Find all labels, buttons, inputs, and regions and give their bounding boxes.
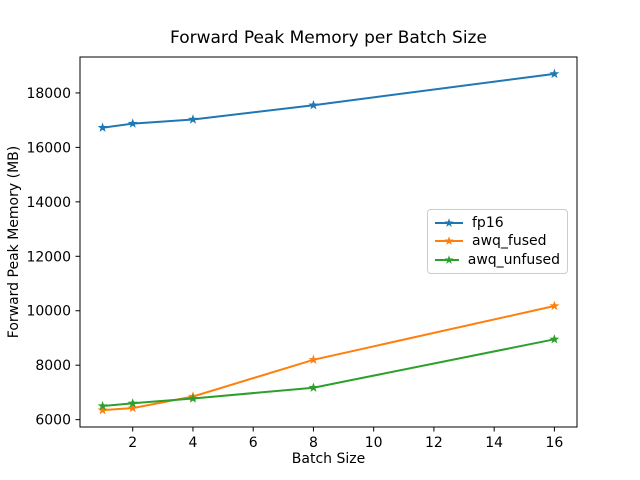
marker-fp16 xyxy=(127,118,138,128)
x-tick-label: 12 xyxy=(425,435,443,451)
legend: fp16 awq_fused awq_unfused xyxy=(427,209,568,274)
y-tick-label: 14000 xyxy=(26,195,71,211)
marker-awq_unfused xyxy=(127,398,138,408)
marker-awq_fused xyxy=(308,354,319,364)
marker-awq_unfused xyxy=(188,393,198,403)
marker-awq_fused xyxy=(97,404,108,415)
y-tick-label: 12000 xyxy=(26,249,71,265)
chart-title: Forward Peak Memory per Batch Size xyxy=(170,28,487,48)
x-tick-label: 14 xyxy=(485,435,503,451)
x-tick-label: 6 xyxy=(249,435,258,451)
legend-entry-awq_unfused: awq_unfused xyxy=(435,251,560,269)
legend-label: fp16 xyxy=(472,215,504,232)
star-marker-icon xyxy=(444,218,454,228)
marker-awq_fused xyxy=(127,402,138,413)
legend-label: awq_unfused xyxy=(467,251,560,268)
marker-fp16 xyxy=(549,68,560,79)
legend-line-marker-icon xyxy=(435,255,459,264)
star-marker-icon xyxy=(444,236,454,246)
series-line-awq_fused xyxy=(101,305,556,412)
marker-awq_fused xyxy=(549,300,560,311)
marker-awq_unfused xyxy=(97,400,108,411)
x-tick-label: 4 xyxy=(188,435,197,451)
legend-entry-fp16: fp16 xyxy=(435,214,560,232)
x-tick-label: 2 xyxy=(128,435,137,451)
y-tick-label: 10000 xyxy=(26,304,71,320)
x-tick-label: 8 xyxy=(309,435,318,451)
series-line-fp16 xyxy=(101,72,556,129)
legend-line-marker-icon xyxy=(435,236,463,246)
y-tick-label: 16000 xyxy=(26,140,71,156)
y-tick-label: 8000 xyxy=(35,358,71,374)
marker-fp16 xyxy=(308,99,319,110)
x-tick-label: 16 xyxy=(545,435,563,451)
legend-entry-awq_fused: awq_fused xyxy=(435,232,560,250)
legend-label: awq_fused xyxy=(472,233,547,250)
legend-line-marker-icon xyxy=(435,218,463,228)
marker-awq_unfused xyxy=(549,334,560,344)
axes-frame xyxy=(79,56,578,428)
y-tick-label: 6000 xyxy=(35,413,71,429)
x-axis-label: Batch Size xyxy=(291,451,366,467)
star-marker-icon xyxy=(444,255,454,264)
marker-fp16 xyxy=(188,114,198,124)
series-line-awq_unfused xyxy=(101,338,556,407)
marker-awq_unfused xyxy=(308,382,319,392)
y-tick-label: 18000 xyxy=(26,86,71,102)
x-tick-label: 10 xyxy=(365,435,383,451)
marker-fp16 xyxy=(97,122,108,132)
